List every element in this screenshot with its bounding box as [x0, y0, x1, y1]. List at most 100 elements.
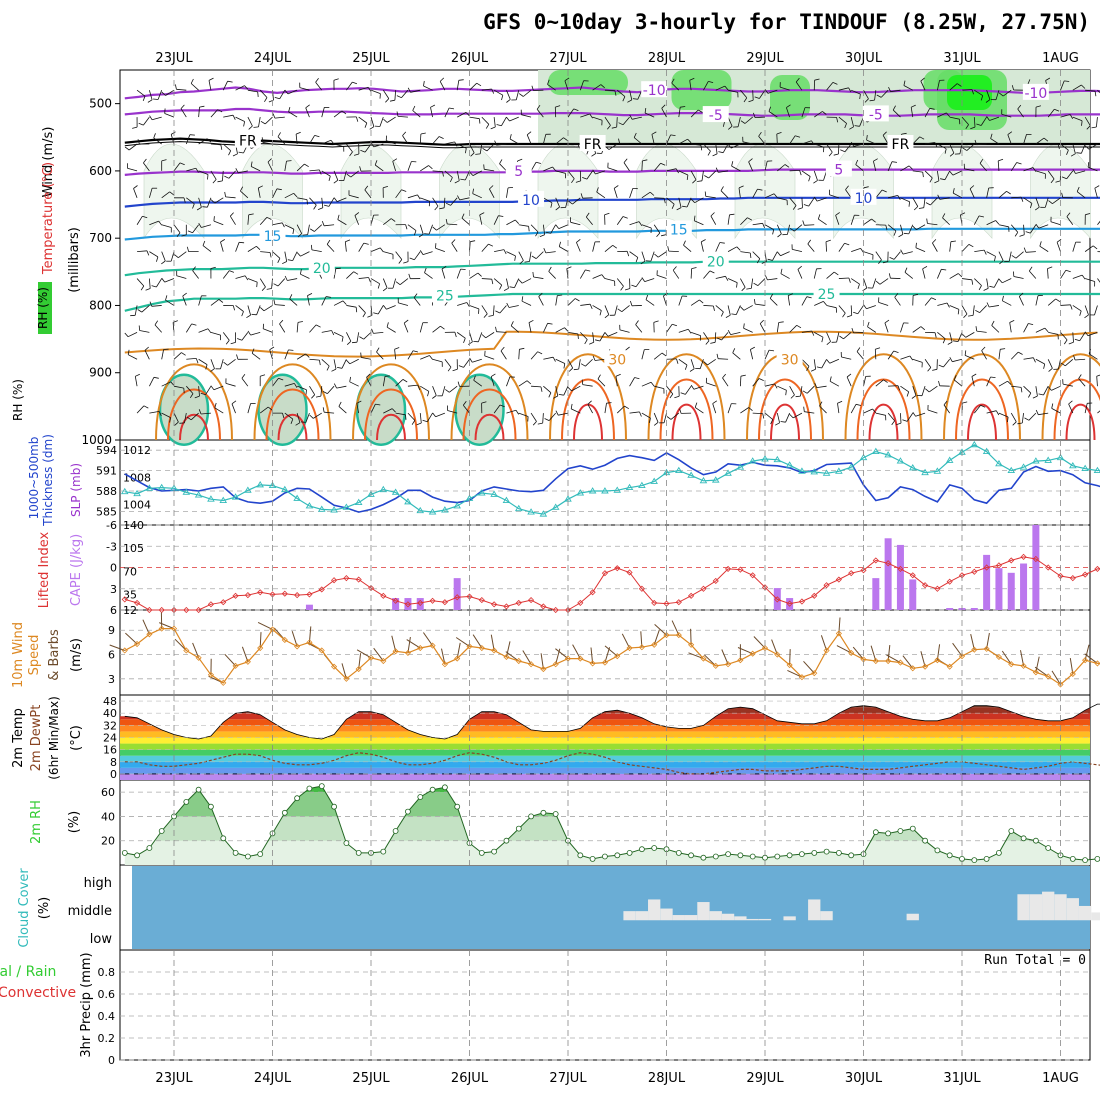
pressure-tick-label: 600 [89, 164, 112, 178]
wind-barb [506, 279, 508, 289]
temp-tick-label: 40 [103, 707, 117, 720]
wind-barb [387, 117, 395, 122]
wind-barb-flag [306, 105, 310, 108]
wind-barb [838, 403, 839, 413]
rh-marker [332, 804, 337, 809]
wind-barb-flag [519, 348, 524, 349]
wind-barb-10m [754, 637, 765, 649]
wind-barb-flag [453, 369, 458, 370]
wind-barb-flag [1069, 342, 1074, 344]
wind-barb-flag [728, 330, 730, 334]
wind-barb [916, 248, 925, 252]
cape-tick-label: 105 [123, 542, 144, 555]
date-label-bottom: 30JUL [845, 1071, 883, 1086]
wind-barb-flag [585, 270, 590, 271]
pressure-tick-label: 800 [89, 298, 112, 312]
wind-barb [839, 305, 845, 313]
rh-marker [726, 852, 731, 857]
wind-barb-flag [304, 164, 308, 167]
wind-barb [728, 305, 730, 315]
wind-barb-flag [203, 241, 205, 246]
cloud-middle-block [1017, 894, 1029, 920]
wind-barb [894, 252, 900, 260]
wind-barb [549, 271, 556, 278]
wind-barb [494, 279, 502, 286]
wind-barb-flag [578, 334, 579, 339]
wind-barb [999, 225, 1009, 227]
wind-barb-flag [553, 357, 555, 361]
wind-barb [830, 381, 839, 386]
wind-barb-flag [270, 253, 271, 258]
wind-barb-flag [306, 390, 307, 395]
rh-marker [972, 858, 977, 863]
wind-barb-flag [181, 105, 184, 109]
wind-barb [260, 252, 270, 253]
wind-barb [885, 323, 888, 332]
wind-barb [839, 278, 849, 279]
wind-barb [1009, 252, 1011, 262]
wind-barb-flag [187, 247, 188, 252]
wind-barb-flag [274, 300, 275, 305]
wind-barb-flag [777, 252, 780, 256]
wind-barb-flag [605, 213, 610, 215]
wind-barb [199, 107, 200, 117]
label-thickness-a: 1000~500mb [27, 437, 41, 520]
wind-barb-flag [685, 365, 687, 370]
wind-barb [608, 332, 617, 336]
wind-barb [847, 377, 851, 386]
wind-barb [585, 359, 592, 366]
wind-barb [309, 359, 319, 360]
wind-barb [630, 188, 633, 197]
wind-barb-flag [502, 95, 503, 100]
wind-barb-flag [310, 415, 314, 418]
wind-barb-flag [1002, 296, 1003, 301]
wind-barb [364, 332, 371, 339]
label-thickness-b: Thickness (dm) [41, 434, 55, 527]
wind-barb-flag [506, 99, 510, 102]
wind-barb-flag [662, 353, 666, 356]
wind-barb [713, 404, 716, 413]
wind-barb-flag [640, 412, 642, 417]
wind-barb-flag [150, 116, 153, 120]
wind-barb [728, 404, 731, 413]
wind-barb [802, 171, 810, 177]
wind-barb [312, 250, 322, 252]
wind-barb-10m [1052, 671, 1061, 685]
wind-barb [608, 168, 617, 171]
wind-barb-flag [672, 324, 677, 326]
wind-barb [858, 305, 864, 313]
wind-barb-flag [337, 367, 342, 368]
wind-barb [620, 330, 630, 332]
wind-barb-flag [274, 284, 279, 286]
wind-barb [275, 117, 285, 118]
wind-barb [1036, 296, 1038, 306]
wind-barb-flag [680, 409, 682, 414]
wind-barb [723, 144, 728, 153]
rh-marker [479, 850, 484, 855]
wind-barb [383, 252, 393, 255]
wind-barb-flag [1064, 340, 1067, 344]
wind-barb [876, 252, 882, 260]
wind-barb [257, 305, 261, 314]
wind-barb [506, 252, 515, 256]
wind-barb-flag [501, 347, 504, 351]
wind-barb [242, 332, 248, 340]
wind-barb-flag [732, 161, 733, 166]
wind-barb [679, 359, 687, 365]
wind-barb-flag [781, 269, 782, 274]
wind-barb [519, 252, 524, 261]
wind-barb-flag [484, 314, 487, 318]
wind-barb-flag [468, 342, 472, 345]
wind-barb-flag [581, 364, 585, 367]
wind-barb-flag [822, 337, 823, 342]
rh-marker [627, 850, 632, 855]
wind-barb [808, 244, 814, 252]
cape-bar [454, 578, 461, 610]
wind-barb [155, 325, 162, 332]
wind-barb-flag [631, 285, 636, 287]
cloud-background [132, 866, 1090, 949]
wind-barb-flag [691, 385, 694, 389]
wind-barb [482, 305, 487, 313]
wind-barb [248, 117, 253, 126]
wind-barb [135, 376, 137, 386]
